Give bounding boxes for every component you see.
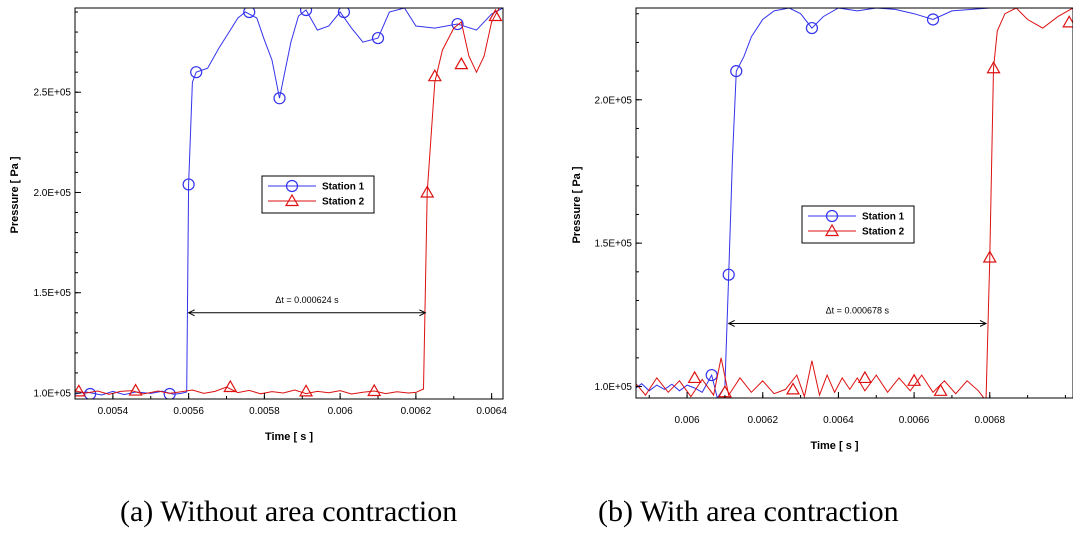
series-1-marker <box>805 21 819 35</box>
legend-label-2: Station 2 <box>862 227 905 238</box>
series-1-marker <box>273 92 286 105</box>
delta-t-arrow-left <box>727 319 735 327</box>
delta-t-arrow-right <box>979 319 988 327</box>
legend-label-1: Station 1 <box>862 212 905 223</box>
series-2-marker <box>933 383 948 396</box>
x-axis-label: Time [ s ] <box>810 440 858 452</box>
series-1-marker <box>722 268 735 281</box>
caption-b: (b) With area contraction <box>598 495 899 528</box>
chart-panel-a: 0.0054 0.0056 0.0058 0.006 0.0062 0.0064 1.0E+… <box>9 7 507 443</box>
x-tick-label: 0.0056 <box>173 406 204 417</box>
y-tick-label: 1.5E+05 <box>33 288 71 299</box>
delta-t-arrow-left <box>187 309 195 317</box>
series-2-marker <box>1062 15 1073 28</box>
legend-marker-2 <box>824 223 840 237</box>
series-2-marker <box>986 61 1001 74</box>
x-tick-label: 0.0058 <box>249 406 280 417</box>
x-tick-label: 0.0064 <box>823 415 854 426</box>
series-2-marker <box>299 384 314 397</box>
plot-frame <box>74 7 504 400</box>
y-axis-label: Pressure [ Pa ] <box>9 156 21 233</box>
legend-marker-1 <box>285 179 299 193</box>
series-2-marker <box>367 383 382 397</box>
series-2-marker <box>488 8 503 22</box>
series-2-marker <box>128 383 143 396</box>
y-tick-label: 2.5E+05 <box>33 88 71 99</box>
legend-label-1: Station 1 <box>322 182 365 193</box>
series-2-marker <box>75 384 86 397</box>
series-1-marker <box>243 8 256 19</box>
delta-t-label: Δt = 0.000624 s <box>275 295 339 305</box>
series-1-marker <box>926 13 940 26</box>
x-tick-label: 0.0054 <box>98 406 129 417</box>
series-2-marker <box>785 382 801 395</box>
delta-t-label: Δt = 0.000678 s <box>826 305 890 315</box>
x-tick-label: 0.006 <box>328 406 353 417</box>
y-axis-label: Pressure [ Pa ] <box>571 166 583 243</box>
x-tick-label: 0.006 <box>675 415 700 426</box>
y-tick-label: 2.0E+05 <box>594 95 632 106</box>
series-2-marker <box>223 379 238 393</box>
legend-marker-2 <box>284 193 300 207</box>
legend-box <box>801 205 915 244</box>
y-tick-label: 1.0E+05 <box>33 388 71 399</box>
y-tick-label: 1.5E+05 <box>594 239 632 250</box>
legend-marker-1 <box>825 209 839 223</box>
series-2-marker <box>427 68 442 82</box>
series-2-marker <box>907 373 922 386</box>
series-2-marker <box>857 370 872 384</box>
series-2-marker <box>687 370 702 384</box>
legend-label-2: Station 2 <box>322 197 365 208</box>
x-tick-label: 0.0068 <box>974 415 1005 426</box>
series-1-marker <box>163 387 176 399</box>
series-2-marker <box>454 56 469 70</box>
series-1-marker <box>299 8 313 17</box>
plot-area <box>636 8 1073 398</box>
series-1-marker <box>337 8 351 19</box>
series-1-marker <box>371 31 385 45</box>
x-axis-label: Time [ s ] <box>265 431 313 443</box>
series-line-1 <box>636 8 1073 398</box>
chart-panel-b: 0.006 0.0062 0.0064 0.0066 0.0068 1.0E+05 1.5E… <box>571 7 1073 452</box>
y-tick-label: 2.0E+05 <box>33 188 71 199</box>
caption-a: (a) Without area contraction <box>120 495 458 528</box>
series-1-marker <box>451 17 464 31</box>
delta-t-arrow-right <box>419 309 427 317</box>
x-tick-label: 0.0062 <box>747 415 778 426</box>
series-2-marker <box>982 250 997 263</box>
plot-frame <box>635 7 1073 399</box>
series-line-2 <box>75 8 500 395</box>
x-tick-label: 0.0066 <box>899 415 930 426</box>
series-2-marker <box>420 185 435 198</box>
legend-box <box>261 175 375 214</box>
series-line-2 <box>636 8 1073 398</box>
series-1-marker <box>190 66 203 79</box>
y-tick-label: 1.0E+05 <box>594 382 632 393</box>
series-line-1 <box>75 8 503 396</box>
x-tick-label: 0.0062 <box>401 406 432 417</box>
plot-area <box>75 8 503 399</box>
series-1-marker <box>84 387 97 399</box>
x-tick-label: 0.0064 <box>476 406 507 417</box>
series-1-marker <box>730 64 743 78</box>
series-1-marker <box>182 178 195 191</box>
